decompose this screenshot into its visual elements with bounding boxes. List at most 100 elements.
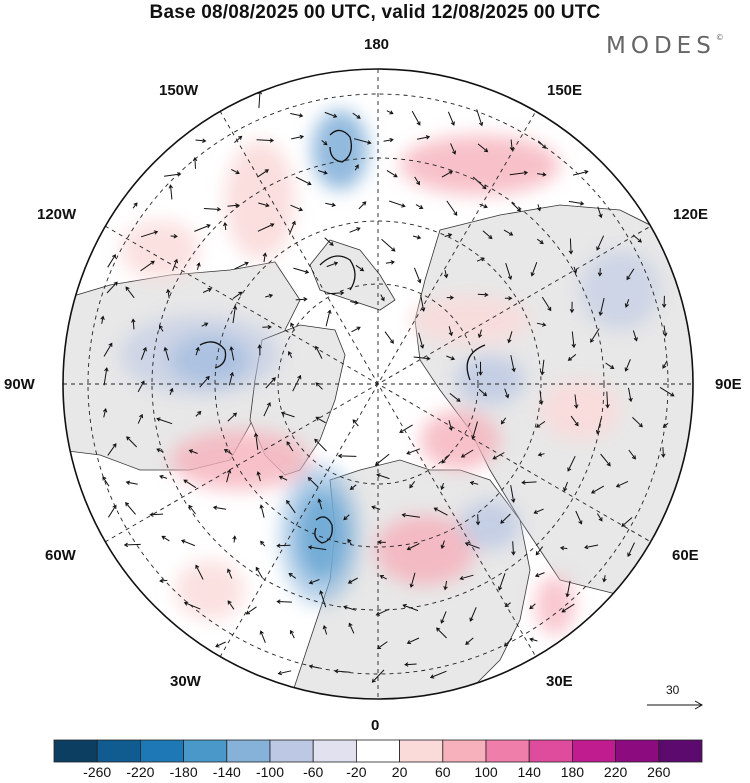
wind-vector	[181, 539, 195, 547]
label-60e: 60E	[672, 547, 699, 564]
wind-vector	[257, 223, 275, 232]
label-0: 0	[371, 717, 380, 734]
wind-vector	[260, 540, 266, 547]
wind-vector	[288, 220, 296, 235]
wind-vector	[315, 416, 326, 424]
wind-vector	[195, 346, 200, 356]
anomaly-neg-nepac	[312, 110, 368, 190]
wind-vector	[406, 637, 420, 645]
wind-vector	[420, 294, 426, 312]
wind-vector	[324, 237, 334, 246]
colorbar-tick-label: 20	[391, 764, 408, 780]
wind-vector	[561, 603, 575, 613]
wind-vector	[469, 607, 477, 622]
wind-vector	[293, 267, 310, 274]
wind-vector	[126, 436, 138, 448]
anomaly-neg-arctic	[455, 355, 525, 405]
wind-vector	[195, 410, 202, 417]
wind-vector	[203, 207, 222, 212]
wind-vector	[172, 258, 178, 271]
wind-vector	[567, 455, 576, 472]
wind-vector	[521, 480, 537, 485]
wind-vector	[443, 580, 448, 591]
wind-vector	[107, 254, 116, 268]
wind-vector	[597, 206, 603, 219]
wind-vector	[563, 481, 568, 492]
wind-vector	[149, 512, 164, 517]
wind-vector	[565, 580, 571, 598]
wind-vector	[386, 110, 394, 115]
wind-vector	[503, 229, 514, 236]
wind-vector	[605, 391, 610, 409]
label-60w: 60W	[45, 547, 76, 564]
colorbar-swatch	[528, 739, 573, 763]
wind-vector	[511, 541, 516, 556]
wind-vector	[477, 329, 483, 339]
wind-vector	[449, 393, 461, 402]
wind-vector	[202, 287, 212, 293]
wind-vector	[414, 176, 420, 186]
wind-vector	[571, 331, 576, 349]
wind-vector	[102, 408, 108, 418]
wind-vector	[597, 268, 603, 277]
wind-vector	[596, 513, 603, 522]
label-30w: 30W	[170, 673, 201, 690]
wind-vector	[440, 482, 445, 491]
anomaly-pos-sw	[175, 560, 245, 620]
wind-vector	[343, 514, 350, 521]
wind-vector	[229, 346, 235, 361]
wind-vector	[280, 411, 295, 418]
wind-vector	[371, 669, 385, 683]
wind-vector	[572, 266, 578, 274]
wind-vector	[307, 545, 327, 551]
streamline-alaska	[319, 255, 356, 291]
wind-vector	[100, 315, 105, 324]
wind-vector	[257, 344, 262, 356]
wind-vector	[572, 169, 589, 176]
wind-vector	[199, 375, 210, 388]
wind-vector	[509, 139, 515, 152]
wind-vector	[123, 542, 141, 548]
wind-vector	[475, 514, 481, 526]
wind-vector	[380, 294, 385, 302]
wind-vector	[256, 471, 261, 482]
wind-vector	[536, 322, 547, 327]
wind-vector	[314, 438, 327, 452]
wind-vector	[413, 356, 431, 361]
reference-vector-value: 30	[666, 683, 680, 697]
wind-vector	[507, 331, 513, 344]
wind-vector	[354, 164, 359, 171]
wind-vector	[535, 420, 546, 428]
wind-vector	[383, 137, 394, 143]
wind-vector	[295, 297, 308, 302]
wind-vector	[534, 572, 545, 578]
wind-vector	[215, 641, 226, 648]
colorbar-tick-label: -60	[303, 764, 324, 780]
wind-vector	[265, 293, 274, 299]
label-150w: 150W	[159, 82, 199, 99]
wind-vector	[192, 156, 198, 169]
wind-vector	[262, 324, 272, 330]
colorbar-tick-label: 260	[647, 764, 671, 780]
wind-vector	[615, 480, 629, 488]
wind-vector	[228, 371, 234, 386]
wind-vector	[386, 169, 398, 178]
wind-vector	[492, 452, 505, 460]
wind-vector	[132, 202, 138, 209]
anomaly-shading	[120, 110, 660, 635]
wind-vector	[188, 449, 198, 454]
wind-vector	[661, 447, 666, 458]
wind-vector	[418, 332, 425, 349]
wind-vector	[446, 295, 455, 300]
wind-vector	[504, 296, 513, 301]
wind-vector	[447, 111, 455, 126]
wind-vector	[464, 542, 480, 549]
wind-vector	[125, 286, 135, 299]
wind-vector	[533, 508, 544, 514]
wind-vector	[223, 221, 228, 231]
wind-vector	[371, 505, 381, 510]
colorbar-tick-label: 220	[603, 764, 628, 780]
wind-vector	[529, 637, 538, 642]
wind-vector	[325, 202, 336, 207]
